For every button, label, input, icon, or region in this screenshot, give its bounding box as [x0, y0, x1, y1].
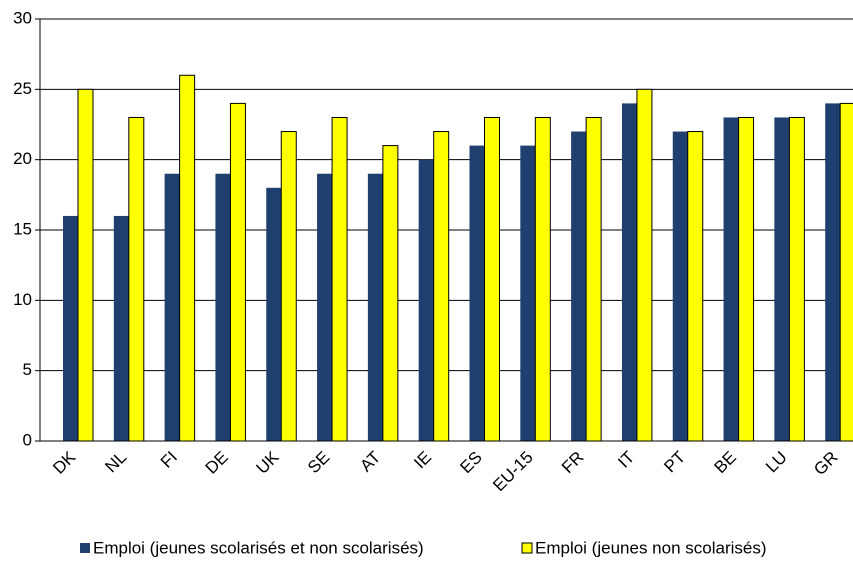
- bar: [534, 116, 551, 442]
- bar: [280, 131, 297, 442]
- legend-swatch: [521, 542, 533, 554]
- x-tick-label: NL: [101, 448, 130, 477]
- bar: [229, 102, 246, 442]
- bar: [128, 116, 145, 442]
- x-tick-label: DK: [49, 447, 80, 478]
- x-tick-label: IE: [410, 448, 435, 473]
- x-tick-label: GR: [810, 448, 841, 479]
- x-tick-label: FI: [157, 448, 181, 472]
- bar: [520, 145, 536, 441]
- x-tick-label: UK: [253, 447, 284, 478]
- y-tick-label: 20: [13, 149, 32, 168]
- bar: [331, 116, 348, 442]
- bar: [113, 215, 129, 441]
- x-tick-label: DE: [202, 448, 232, 478]
- y-tick-label: 10: [13, 290, 32, 309]
- y-tick-label: 5: [23, 360, 32, 379]
- bar: [179, 74, 196, 442]
- bar: [723, 117, 739, 441]
- bar: [687, 131, 704, 442]
- y-tick-label: 15: [13, 219, 32, 238]
- y-tick-label: 0: [23, 430, 32, 449]
- x-tick-label: IT: [614, 448, 638, 472]
- bar: [418, 159, 434, 441]
- bar: [738, 116, 755, 442]
- x-tick-label: LU: [762, 448, 791, 477]
- bar: [164, 173, 180, 441]
- bar: [825, 103, 841, 442]
- bar: [215, 173, 231, 441]
- bar: [672, 131, 688, 442]
- bar: [382, 145, 399, 442]
- bar: [77, 88, 94, 442]
- x-tick-label: BE: [710, 448, 739, 477]
- x-tick-label: PT: [660, 448, 689, 477]
- x-tick-label: AT: [356, 448, 384, 476]
- bar: [621, 103, 637, 442]
- x-tick-label: EU-15: [489, 448, 537, 496]
- bar: [571, 131, 587, 442]
- x-tick-label: SE: [304, 448, 333, 477]
- legend-label: Emploi (jeunes non scolarisés): [535, 538, 767, 557]
- bar: [469, 145, 485, 441]
- bar: [788, 116, 805, 442]
- x-tick-label: FR: [558, 448, 587, 477]
- bar: [367, 173, 383, 441]
- bar: [774, 117, 790, 441]
- legend-swatch: [80, 543, 90, 553]
- x-tick-label: ES: [456, 448, 485, 477]
- bar: [839, 102, 853, 442]
- bar: [433, 131, 450, 442]
- bar: [636, 88, 653, 442]
- y-tick-label: 25: [13, 79, 32, 98]
- bar: [63, 215, 78, 441]
- bar: [266, 187, 282, 441]
- bar: [317, 173, 333, 441]
- y-tick-label: 30: [13, 8, 32, 27]
- bar: [585, 116, 602, 442]
- legend-label: Emploi (jeunes scolarisés et non scolari…: [93, 538, 424, 557]
- bar: [484, 116, 500, 442]
